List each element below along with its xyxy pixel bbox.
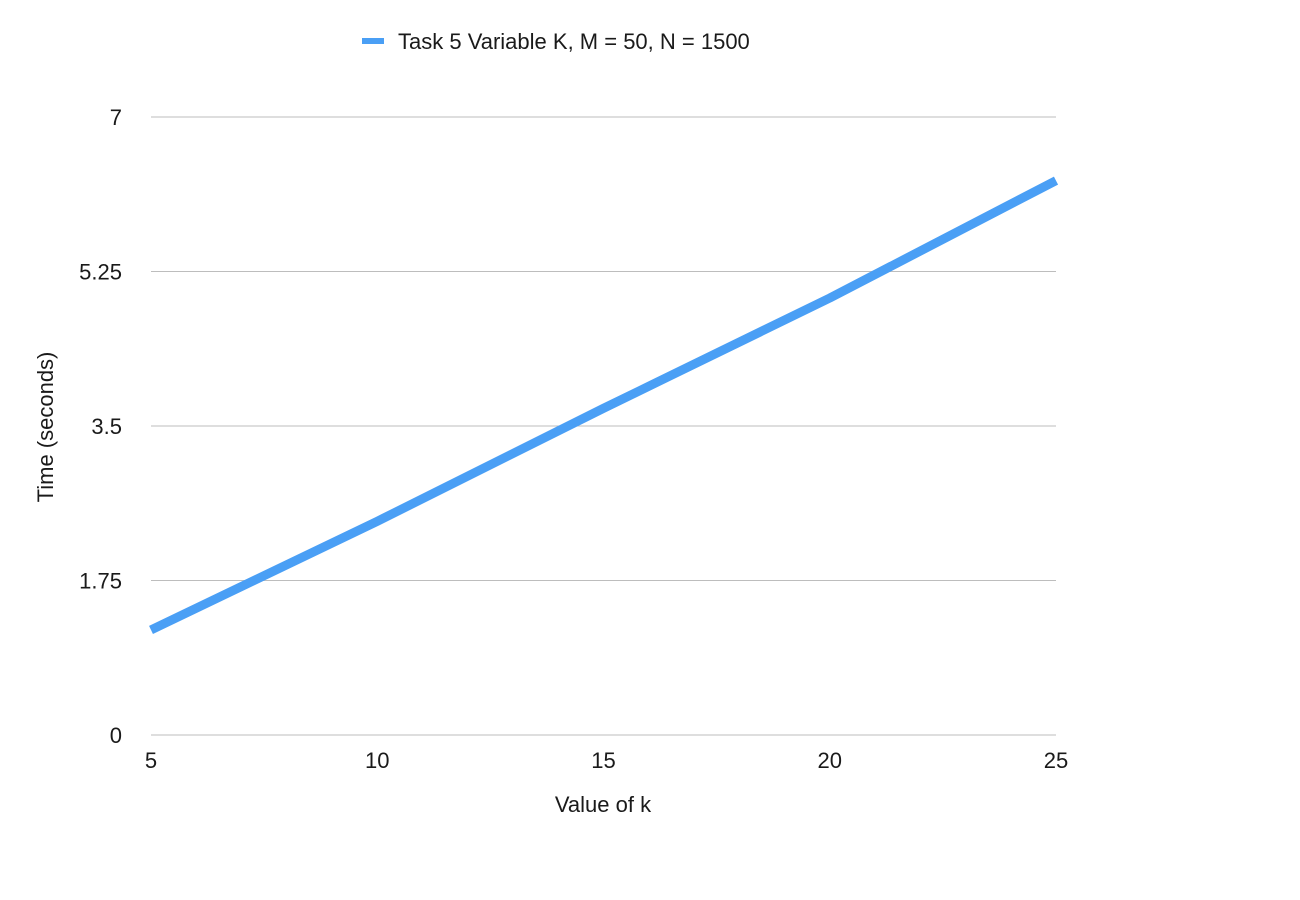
x-tick-label: 20: [818, 748, 842, 773]
x-tick-label: 5: [145, 748, 157, 773]
legend: Task 5 Variable K, M = 50, N = 1500: [362, 29, 750, 54]
y-tick-label: 5.25: [79, 260, 122, 285]
x-tick-label: 15: [591, 748, 615, 773]
y-tick-label: 3.5: [91, 414, 122, 439]
y-axis-ticks: 0 1.75 3.5 5.25 7: [79, 105, 122, 748]
x-axis-ticks: 5 10 15 20 25: [145, 748, 1068, 773]
x-tick-label: 10: [365, 748, 389, 773]
series-line: [149, 176, 1059, 634]
series-group: [149, 176, 1059, 634]
y-tick-label: 1.75: [79, 569, 122, 594]
x-tick-label: 25: [1044, 748, 1068, 773]
x-axis-title: Value of k: [555, 792, 652, 817]
y-tick-label: 7: [110, 105, 122, 130]
y-axis-title: Time (seconds): [33, 352, 58, 503]
legend-label: Task 5 Variable K, M = 50, N = 1500: [398, 29, 750, 54]
gridlines: [151, 116, 1056, 736]
y-tick-label: 0: [110, 723, 122, 748]
